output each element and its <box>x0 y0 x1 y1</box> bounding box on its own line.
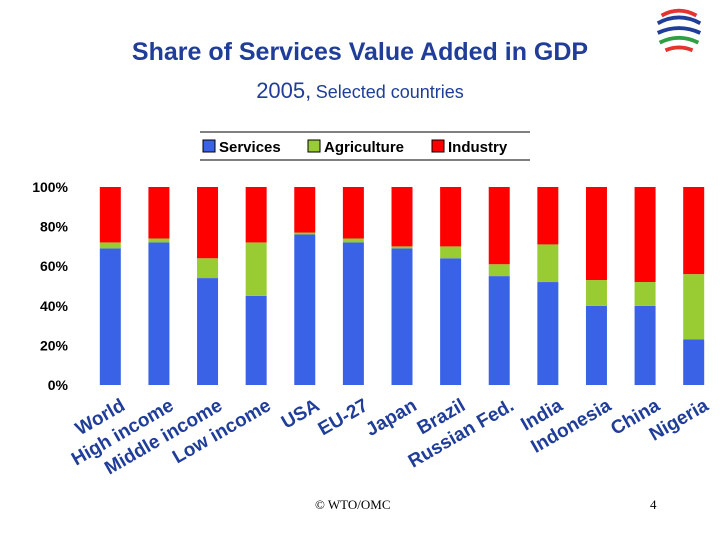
slide-subtitle: 2005, Selected countries <box>0 78 720 104</box>
bar-agriculture-high-income <box>148 238 170 243</box>
bar-industry-japan <box>391 187 413 247</box>
bar-industry-middle-income <box>197 187 219 259</box>
bar-stack-high-income <box>148 187 170 385</box>
legend-swatch-industry <box>431 139 445 153</box>
bar-industry-low-income <box>245 187 267 243</box>
x-category-label: EU-27 <box>315 395 372 440</box>
y-tick-label: 60% <box>40 258 69 274</box>
bar-industry-eu-27 <box>342 187 364 239</box>
bar-services-world <box>99 248 121 385</box>
bar-services-middle-income <box>197 278 219 385</box>
bar-industry-indonesia <box>585 187 607 281</box>
y-tick-label: 80% <box>40 219 69 235</box>
bar-services-eu-27 <box>342 242 364 385</box>
page-number: 4 <box>650 497 657 512</box>
legend-swatch-services <box>202 139 216 153</box>
y-tick-label: 40% <box>40 298 69 314</box>
bar-agriculture-russian-fed <box>488 264 510 277</box>
bar-services-brazil <box>440 258 462 385</box>
bar-industry-india <box>537 187 559 245</box>
x-category-label: USA <box>278 395 323 433</box>
bar-stack-world <box>99 187 121 385</box>
bar-services-usa <box>294 234 316 385</box>
bar-stack-brazil <box>440 187 462 385</box>
bar-industry-world <box>99 187 121 243</box>
bar-agriculture-indonesia <box>585 280 607 306</box>
bar-industry-high-income <box>148 187 170 239</box>
y-axis: 0% 20% 40% 60% 80% 100% <box>32 179 68 393</box>
bar-stack-middle-income <box>197 187 219 385</box>
bar-services-japan <box>391 248 413 385</box>
bar-stack-indonesia <box>585 187 607 385</box>
bar-industry-usa <box>294 187 316 233</box>
stacked-bar-chart: Services Agriculture Industry 0% 20% 40% 60% 8… <box>32 131 713 479</box>
bar-agriculture-india <box>537 244 559 283</box>
bar-agriculture-eu-27 <box>342 238 364 243</box>
bar-agriculture-japan <box>391 246 413 249</box>
legend-item-agriculture: Agriculture <box>307 139 404 156</box>
bar-services-low-income <box>245 295 267 385</box>
bar-agriculture-china <box>634 282 656 306</box>
legend-label-industry: Industry <box>448 139 508 156</box>
bar-stack-china <box>634 187 656 385</box>
bar-agriculture-nigeria <box>683 274 705 340</box>
bar-agriculture-usa <box>294 232 316 235</box>
legend-swatch-agriculture <box>307 139 321 153</box>
footer-copyright: © WTO/OMC <box>315 497 391 512</box>
bar-stack-nigeria <box>683 187 705 385</box>
bar-stack-usa <box>294 187 316 385</box>
legend-item-services: Services <box>202 139 281 156</box>
bar-stack-india <box>537 187 559 385</box>
bar-industry-russian-fed <box>488 187 510 265</box>
bar-services-nigeria <box>683 339 705 385</box>
chart-legend: Services Agriculture Industry <box>200 131 530 161</box>
bar-industry-china <box>634 187 656 283</box>
subtitle-year: 2005, <box>256 78 312 103</box>
bar-services-china <box>634 305 656 385</box>
bar-services-high-income <box>148 242 170 385</box>
bar-agriculture-low-income <box>245 242 267 296</box>
legend-item-industry: Industry <box>431 139 508 156</box>
bar-agriculture-middle-income <box>197 258 219 279</box>
bar-industry-nigeria <box>683 187 705 275</box>
y-tick-label: 100% <box>32 179 68 195</box>
bar-agriculture-brazil <box>440 246 462 259</box>
legend-label-services: Services <box>219 139 281 156</box>
legend-label-agriculture: Agriculture <box>324 139 404 156</box>
bar-stack-japan <box>391 187 413 385</box>
bar-services-indonesia <box>585 305 607 385</box>
bar-stack-low-income <box>245 187 267 385</box>
bars-group <box>99 187 705 385</box>
y-tick-label: 0% <box>48 377 69 393</box>
bar-agriculture-world <box>99 242 121 249</box>
bar-stack-eu-27 <box>342 187 364 385</box>
bar-services-india <box>537 282 559 385</box>
x-category-label: Japan <box>362 395 420 441</box>
bar-industry-brazil <box>440 187 462 247</box>
y-tick-label: 20% <box>40 337 69 353</box>
bar-services-russian-fed <box>488 276 510 385</box>
slide-title: Share of Services Value Added in GDP <box>131 38 589 66</box>
wto-logo-icon <box>656 8 702 53</box>
subtitle-description: Selected countries <box>315 82 464 102</box>
bar-stack-russian-fed <box>488 187 510 385</box>
